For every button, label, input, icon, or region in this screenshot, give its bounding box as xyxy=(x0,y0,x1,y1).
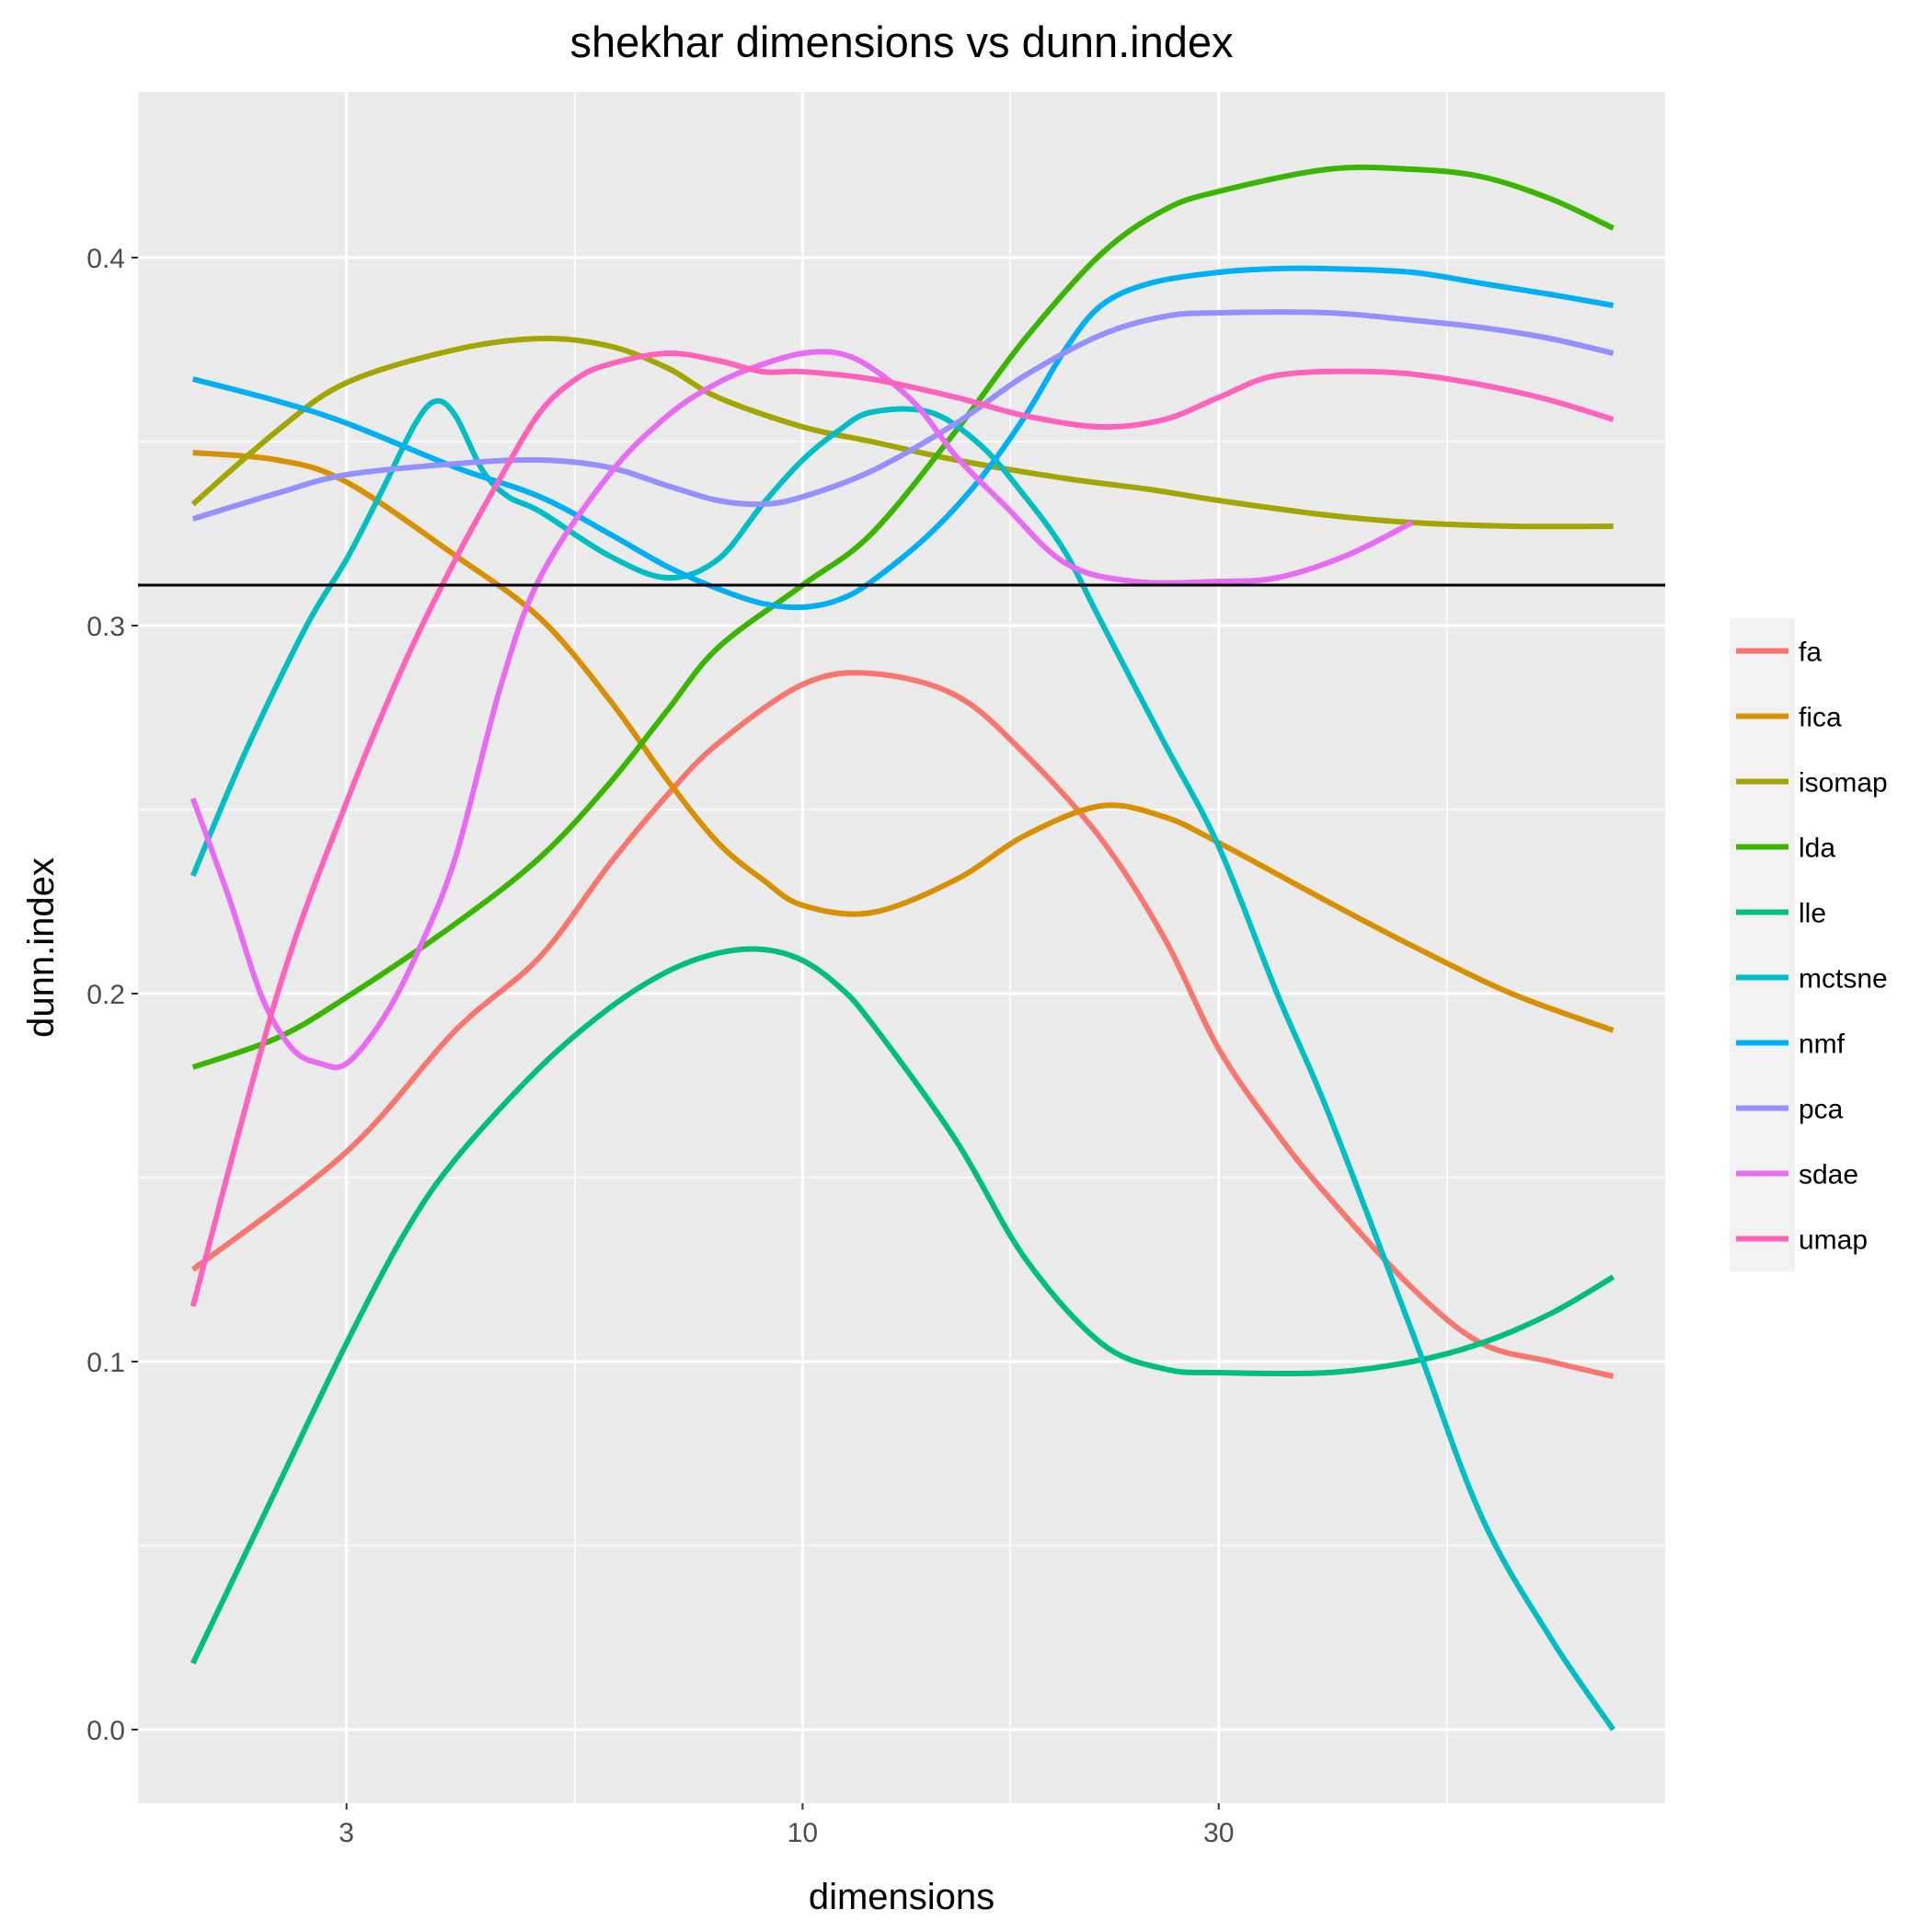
series-line-pca xyxy=(191,309,1615,522)
x-axis-title: dimensions xyxy=(809,1877,995,1917)
plot-panel xyxy=(138,92,1665,1803)
y-tick-label: 0.4 xyxy=(86,244,125,274)
y-axis: 0.0 0.1 0.2 0.3 0.4 xyxy=(86,244,138,1746)
series-line-mctsne xyxy=(190,397,1616,1731)
legend-label-isomap: isomap xyxy=(1799,768,1888,799)
series-line-sdae xyxy=(190,349,1414,1071)
legend-label-lle: lle xyxy=(1799,899,1826,929)
chart-title: shekhar dimensions vs dunn.index xyxy=(569,17,1233,66)
legend-label-fa: fa xyxy=(1799,638,1822,668)
y-tick-label: 0.3 xyxy=(86,612,125,642)
major-gridlines xyxy=(138,92,1665,1803)
series-line-isomap xyxy=(190,335,1614,530)
legend-label-umap: umap xyxy=(1799,1225,1868,1256)
series-line-umap xyxy=(190,350,1615,1307)
legend-label-lda: lda xyxy=(1799,834,1835,864)
series-line-lle xyxy=(190,946,1616,1665)
legend: fa fica isomap lda lle mctsne nmf pca sdae umap xyxy=(1730,618,1888,1271)
series-line-lda xyxy=(191,164,1615,1070)
y-tick-label: 0.2 xyxy=(86,980,125,1010)
x-tick-label: 30 xyxy=(1203,1818,1234,1848)
y-tick-label: 0.0 xyxy=(86,1716,125,1746)
legend-label-fica: fica xyxy=(1799,703,1842,733)
series-lines xyxy=(190,164,1616,1731)
series-line-nmf xyxy=(191,265,1615,611)
y-axis-title: dunn.index xyxy=(21,857,62,1038)
x-tick-label: 3 xyxy=(339,1818,354,1848)
legend-label-mctsne: mctsne xyxy=(1799,964,1888,995)
series-line-fa xyxy=(190,670,1615,1379)
x-tick-label: 10 xyxy=(788,1818,818,1848)
legend-label-sdae: sdae xyxy=(1799,1160,1858,1190)
x-axis: 3 10 30 xyxy=(339,1803,1234,1848)
legend-label-nmf: nmf xyxy=(1799,1029,1846,1060)
y-tick-label: 0.1 xyxy=(86,1348,125,1378)
legend-label-pca: pca xyxy=(1799,1095,1844,1125)
